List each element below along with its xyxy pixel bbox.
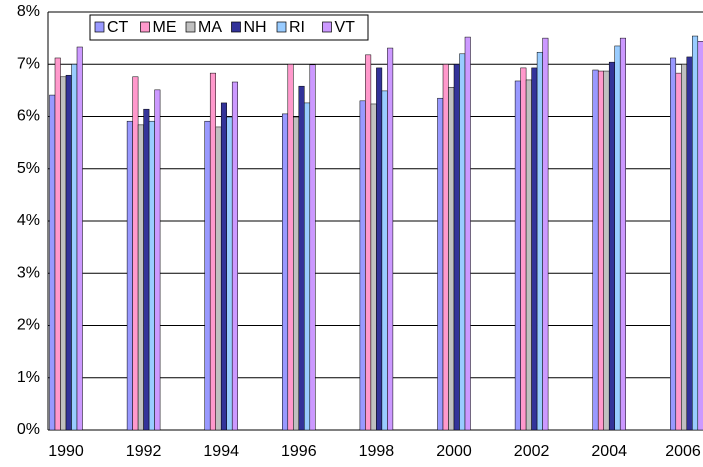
y-tick-label: 8% <box>17 3 40 20</box>
bar <box>365 54 372 431</box>
bar <box>681 64 688 431</box>
legend-swatch <box>140 21 150 33</box>
x-tick-label: 2000 <box>436 443 472 460</box>
legend-label: MA <box>198 19 222 36</box>
y-tick-label: 2% <box>17 317 40 334</box>
bar <box>437 97 444 431</box>
bar <box>204 120 211 431</box>
bar <box>675 72 682 431</box>
bar <box>542 37 549 431</box>
bar <box>448 86 455 431</box>
bar <box>298 85 305 431</box>
bar <box>231 81 238 431</box>
bar <box>670 57 677 431</box>
bar <box>608 61 615 431</box>
x-tick-label: 1994 <box>203 443 239 460</box>
bar <box>209 72 216 431</box>
bar <box>619 37 626 431</box>
bar <box>154 89 161 431</box>
bar <box>381 90 388 431</box>
y-tick-label: 1% <box>17 369 40 386</box>
bar <box>143 108 150 431</box>
bar <box>376 67 383 431</box>
legend-swatch <box>276 21 287 33</box>
bar <box>293 116 300 431</box>
bar <box>597 70 604 431</box>
bar <box>309 64 316 431</box>
legend-label: RI <box>289 19 305 36</box>
bar <box>370 103 377 431</box>
bar <box>686 56 693 431</box>
x-tick-label: 1998 <box>359 443 395 460</box>
legend-label: NH <box>244 19 267 36</box>
bar <box>304 102 311 431</box>
bar <box>126 120 133 431</box>
bar <box>525 79 532 431</box>
y-tick-label: 0% <box>17 421 40 438</box>
bar <box>442 64 449 431</box>
x-tick-label: 1996 <box>281 443 317 460</box>
bar <box>514 80 521 431</box>
legend-swatch <box>185 21 196 33</box>
bar <box>49 94 56 431</box>
bar <box>132 76 139 431</box>
bar <box>359 100 366 431</box>
legend-box <box>89 14 369 41</box>
x-tick-label: 1992 <box>126 443 162 460</box>
bar <box>692 35 699 431</box>
bar <box>60 76 67 431</box>
bar <box>215 126 222 431</box>
x-tick-label: 1990 <box>48 443 84 460</box>
legend-swatch <box>322 21 332 33</box>
x-tick-label: 2006 <box>665 443 701 460</box>
legend-swatch <box>94 21 105 33</box>
bar <box>387 47 394 431</box>
y-tick-label: 6% <box>17 108 40 125</box>
bar <box>697 41 703 431</box>
bar <box>65 74 72 431</box>
bar <box>282 113 289 431</box>
legend-label: ME <box>153 19 177 36</box>
legend-swatch <box>231 21 241 33</box>
x-tick-label: 2004 <box>591 443 627 460</box>
bar <box>287 64 294 431</box>
bar <box>220 102 227 431</box>
x-tick-label: 2002 <box>514 443 550 460</box>
y-tick-label: 4% <box>17 212 40 229</box>
bar <box>536 51 543 431</box>
y-tick-label: 3% <box>17 264 40 281</box>
bar <box>614 45 621 431</box>
bar <box>453 64 460 431</box>
y-tick-label: 7% <box>17 55 40 72</box>
bar <box>76 46 83 431</box>
bar <box>592 69 599 431</box>
legend-label: CT <box>107 19 129 36</box>
bar <box>137 124 144 431</box>
bar <box>464 36 471 431</box>
bar <box>148 120 155 431</box>
bar <box>520 67 527 431</box>
bar <box>603 70 610 431</box>
bar <box>531 67 538 431</box>
bar <box>71 64 78 431</box>
legend-label: VT <box>335 19 356 36</box>
bar <box>54 57 61 431</box>
y-tick-label: 5% <box>17 160 40 177</box>
bar <box>226 116 233 431</box>
bar <box>459 53 466 431</box>
